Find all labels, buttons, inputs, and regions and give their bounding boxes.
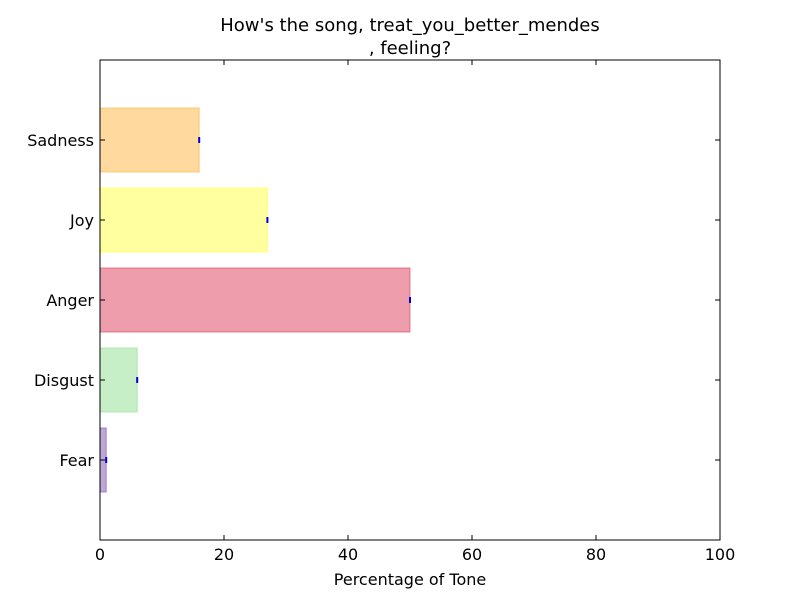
chart-title-line-1: How's the song, treat_you_better_mendes [220,15,600,36]
bar-sadness [99,107,200,173]
bar-disgust [99,347,138,413]
x-tick-label-100: 100 [705,545,736,564]
bar-joy [99,187,268,253]
y-tick-label-fear: Fear [59,451,94,470]
chart-title: How's the song, treat_you_better_mendes … [220,15,600,59]
x-tick-label-0: 0 [95,545,105,564]
y-tick-label-joy: Joy [69,211,94,230]
x-tick-label-60: 60 [462,545,482,564]
bar-anger [99,267,411,333]
bars-layer [99,107,411,493]
ticks-layer: Fear Disgust Anger Joy Sadness 0 20 40 60 80 100 [27,60,735,564]
x-axis-label: Percentage of Tone [334,570,486,589]
x-tick-label-20: 20 [214,545,234,564]
y-tick-label-anger: Anger [46,291,94,310]
y-tick-label-disgust: Disgust [34,371,94,390]
y-tick-label-sadness: Sadness [27,131,94,150]
x-tick-label-40: 40 [338,545,358,564]
x-tick-label-80: 80 [586,545,606,564]
chart-title-line-2: , feeling? [369,38,451,59]
